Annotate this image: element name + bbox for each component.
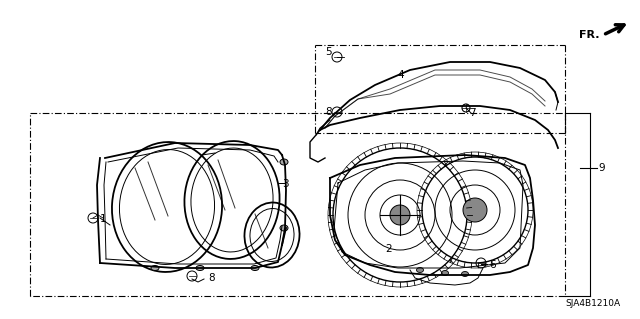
Text: FR.: FR. xyxy=(579,30,600,40)
Text: SJA4B1210A: SJA4B1210A xyxy=(565,299,620,308)
Text: 8: 8 xyxy=(325,107,332,117)
Text: 7: 7 xyxy=(469,108,476,118)
Text: 3: 3 xyxy=(282,179,289,189)
Ellipse shape xyxy=(442,271,449,276)
Text: 5: 5 xyxy=(325,47,332,57)
Ellipse shape xyxy=(280,225,288,231)
Ellipse shape xyxy=(251,265,259,271)
Text: 8: 8 xyxy=(208,273,214,283)
Ellipse shape xyxy=(461,271,468,277)
Text: 9: 9 xyxy=(598,163,605,173)
Ellipse shape xyxy=(196,265,204,271)
Ellipse shape xyxy=(151,265,159,271)
Text: 6: 6 xyxy=(489,260,495,270)
Text: 2: 2 xyxy=(385,244,392,254)
Ellipse shape xyxy=(280,159,288,165)
Circle shape xyxy=(463,198,487,222)
Circle shape xyxy=(390,205,410,225)
Text: 4: 4 xyxy=(397,70,404,80)
Text: 1: 1 xyxy=(100,214,107,224)
Ellipse shape xyxy=(417,268,424,272)
